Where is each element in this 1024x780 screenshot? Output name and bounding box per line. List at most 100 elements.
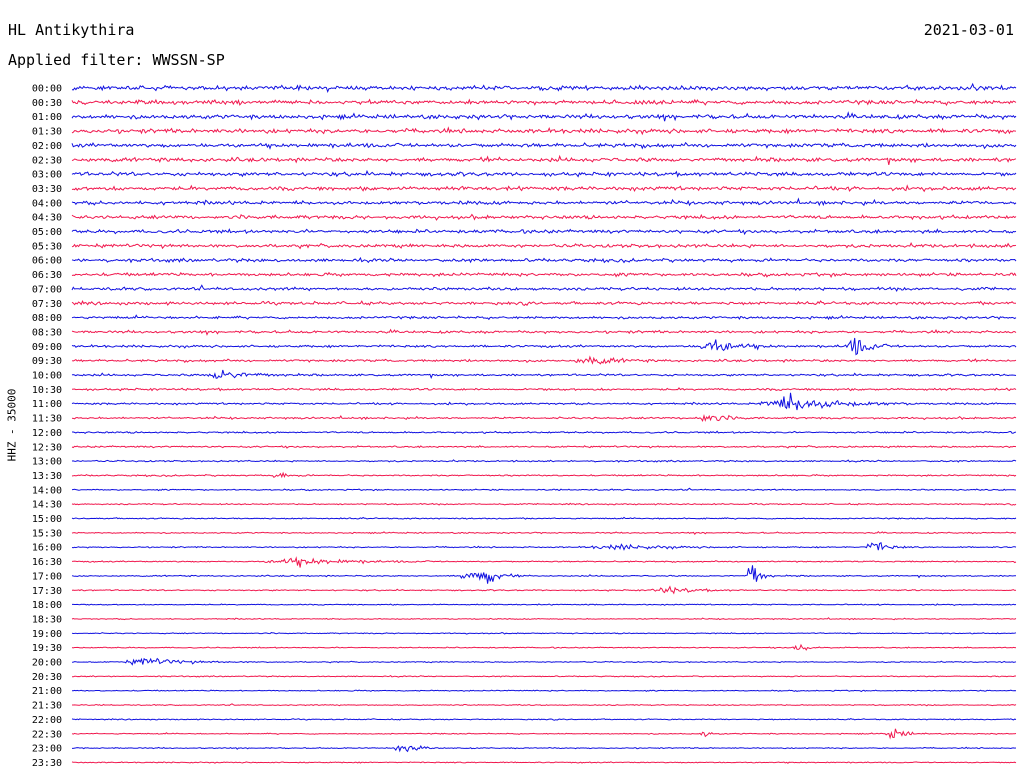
- trace-line: [71, 154, 1017, 166]
- row-time-label: 21:30: [32, 701, 62, 712]
- trace-line: [71, 392, 1017, 411]
- filter-label: Applied filter: WWSSN-SP: [8, 51, 225, 69]
- row-time-label: 18:00: [32, 600, 62, 611]
- trace-line: [71, 487, 1017, 492]
- trace-line: [71, 530, 1017, 536]
- trace-line: [71, 314, 1017, 321]
- trace-line: [71, 169, 1017, 178]
- row-time-label: 06:00: [32, 256, 62, 267]
- row-time-label: 12:30: [32, 442, 62, 453]
- row-time-label: 01:00: [32, 112, 62, 123]
- trace-line: [71, 242, 1017, 250]
- trace-line: [71, 761, 1017, 764]
- row-time-label: 21:00: [32, 686, 62, 697]
- row-time-label: 14:30: [32, 500, 62, 511]
- row-time-label: 07:00: [32, 284, 62, 295]
- trace-line: [71, 141, 1017, 150]
- row-time-label: 04:30: [32, 213, 62, 224]
- trace-line: [72, 744, 1017, 753]
- date-label: 2021-03-01: [923, 21, 1014, 39]
- row-time-label: 08:30: [32, 327, 62, 338]
- trace-line: [71, 718, 1017, 721]
- row-time-label: 19:00: [32, 629, 62, 640]
- trace-line: [71, 197, 1017, 207]
- row-time-label: 16:00: [32, 543, 62, 554]
- row-time-label: 15:00: [32, 514, 62, 525]
- row-time-label: 22:30: [32, 729, 62, 740]
- trace-line: [71, 98, 1017, 107]
- row-time-label: 00:00: [32, 84, 62, 95]
- row-time-label: 22:00: [32, 715, 62, 726]
- trace-line: [71, 728, 1017, 740]
- trace-line: [71, 631, 1017, 635]
- trace-line: [71, 542, 1017, 551]
- trace-line: [71, 674, 1016, 678]
- trace-line: [71, 413, 1017, 422]
- row-time-label: 04:00: [32, 198, 62, 209]
- row-time-label: 17:30: [32, 586, 62, 597]
- row-time-label: 05:00: [32, 227, 62, 238]
- row-time-label: 02:30: [32, 155, 62, 166]
- row-time-label: 08:00: [32, 313, 62, 324]
- trace-line: [71, 111, 1017, 122]
- trace-line: [71, 337, 1017, 356]
- row-time-label: 11:00: [32, 399, 62, 410]
- trace-line: [72, 703, 1017, 707]
- row-time-label: 12:00: [32, 428, 62, 439]
- row-time-label: 18:30: [32, 614, 62, 625]
- row-time-label: 16:30: [32, 557, 62, 568]
- station-title: HL Antikythira: [8, 21, 135, 39]
- row-time-label: 23:00: [32, 744, 62, 755]
- row-time-label: 05:30: [32, 241, 62, 252]
- row-time-label: 11:30: [32, 414, 62, 425]
- row-time-label: 23:30: [32, 758, 62, 769]
- row-time-label: 19:30: [32, 643, 62, 654]
- trace-line: [71, 516, 1017, 520]
- row-time-label: 09:30: [32, 356, 62, 367]
- row-time-label: 03:30: [32, 184, 62, 195]
- trace-line: [71, 502, 1017, 506]
- row-time-label: 13:30: [32, 471, 62, 482]
- trace-line: [71, 82, 1017, 93]
- trace-line: [71, 565, 1016, 584]
- trace-line: [72, 430, 1017, 435]
- trace-line: [71, 228, 1017, 236]
- trace-line: [71, 369, 1017, 380]
- row-time-label: 10:30: [32, 385, 62, 396]
- trace-line: [71, 643, 1017, 651]
- trace-line: [71, 585, 1017, 595]
- row-time-label: 00:30: [32, 98, 62, 109]
- row-time-label: 06:30: [32, 270, 62, 281]
- row-time-label: 07:30: [32, 299, 62, 310]
- row-time-label: 02:00: [32, 141, 62, 152]
- trace-line: [71, 444, 1017, 449]
- trace-line: [71, 355, 1017, 365]
- row-time-label: 17:00: [32, 571, 62, 582]
- trace-line: [71, 617, 1017, 621]
- row-time-label: 14:00: [32, 485, 62, 496]
- trace-line: [71, 184, 1017, 193]
- trace-line: [71, 328, 1017, 336]
- trace-line: [71, 271, 1017, 278]
- row-time-label: 13:00: [32, 457, 62, 468]
- trace-line: [71, 126, 1017, 136]
- row-time-label: 20:30: [32, 672, 62, 683]
- trace-line: [71, 689, 1017, 693]
- row-time-label: 10:00: [32, 371, 62, 382]
- trace-line: [71, 300, 1016, 307]
- trace-line: [72, 603, 1017, 606]
- trace-line: [71, 471, 1017, 479]
- trace-line: [71, 213, 1017, 221]
- trace-line: [71, 284, 1017, 292]
- row-time-label: 20:00: [32, 658, 62, 669]
- trace-line: [71, 387, 1017, 392]
- row-time-label: 09:00: [32, 342, 62, 353]
- trace-line: [71, 256, 1017, 264]
- trace-line: [71, 556, 1017, 568]
- trace-line: [71, 459, 1017, 463]
- row-time-label: 01:30: [32, 127, 62, 138]
- trace-line: [71, 657, 1017, 666]
- row-time-label: 03:00: [32, 170, 62, 181]
- row-time-label: 15:30: [32, 528, 62, 539]
